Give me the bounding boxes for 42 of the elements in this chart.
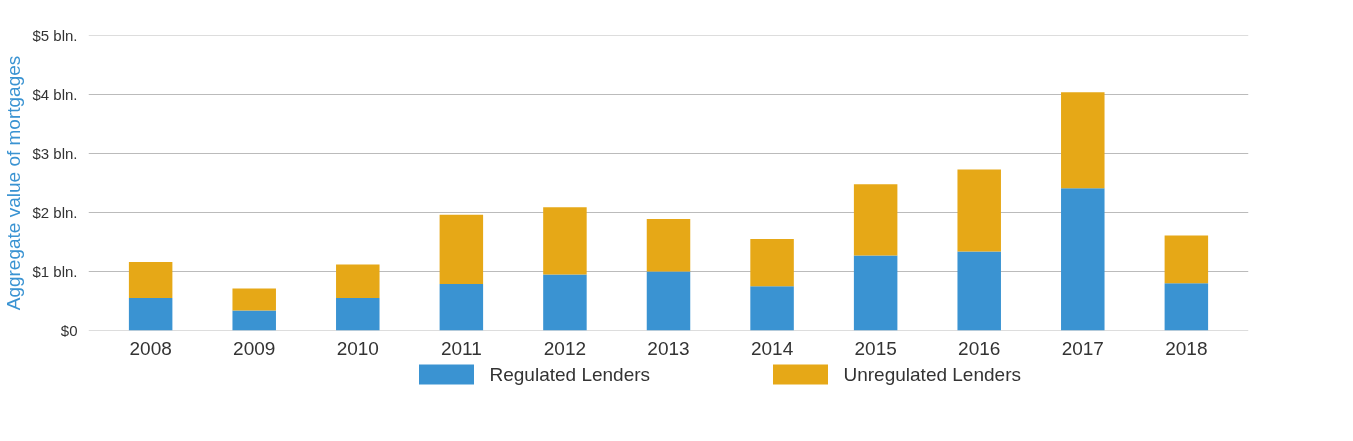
bar	[336, 264, 380, 299]
x-tick-label: 2010	[336, 337, 379, 359]
y-tick-label: $0	[60, 322, 78, 339]
x-tick-label: 2017	[1061, 337, 1104, 359]
bar	[543, 274, 587, 331]
bar	[439, 214, 484, 284]
bar	[439, 283, 484, 331]
x-tick-label: 2009	[233, 337, 276, 359]
bar	[1061, 188, 1105, 331]
bar	[853, 184, 898, 256]
bar	[128, 262, 173, 299]
x-tick-label: 2011	[440, 337, 482, 359]
bar	[957, 169, 1001, 252]
y-tick-label: $4 bln.	[32, 86, 78, 103]
y-tick-label: $1 bln.	[32, 263, 78, 280]
legend-label: Regulated Lenders	[489, 364, 651, 385]
bar	[646, 218, 691, 272]
bar	[957, 251, 1001, 331]
bar	[543, 207, 587, 275]
bar	[750, 239, 794, 287]
x-tick-label: 2016	[958, 337, 1001, 359]
bar	[1164, 283, 1209, 331]
y-axis-title: Aggregate value of mortgages	[3, 55, 25, 311]
bar	[232, 310, 276, 331]
x-tick-label: 2018	[1165, 337, 1208, 359]
bar	[1164, 235, 1209, 284]
y-tick-label: $5 bln.	[32, 27, 78, 44]
x-tick-label: 2012	[543, 337, 587, 359]
y-tick-label: $3 bln.	[32, 145, 78, 162]
bar	[646, 271, 691, 331]
bar	[1061, 92, 1105, 189]
bar	[232, 288, 276, 311]
x-tick-label: 2015	[854, 337, 897, 359]
x-tick-label: 2013	[647, 337, 690, 359]
x-tick-label: 2008	[129, 337, 172, 359]
bar	[128, 298, 173, 331]
x-tick-label: 2014	[750, 337, 794, 359]
legend-label: Unregulated Lenders	[843, 364, 1021, 385]
y-tick-label: $2 bln.	[32, 204, 78, 221]
bar	[853, 255, 898, 331]
bar	[750, 286, 794, 331]
bar	[336, 298, 380, 331]
